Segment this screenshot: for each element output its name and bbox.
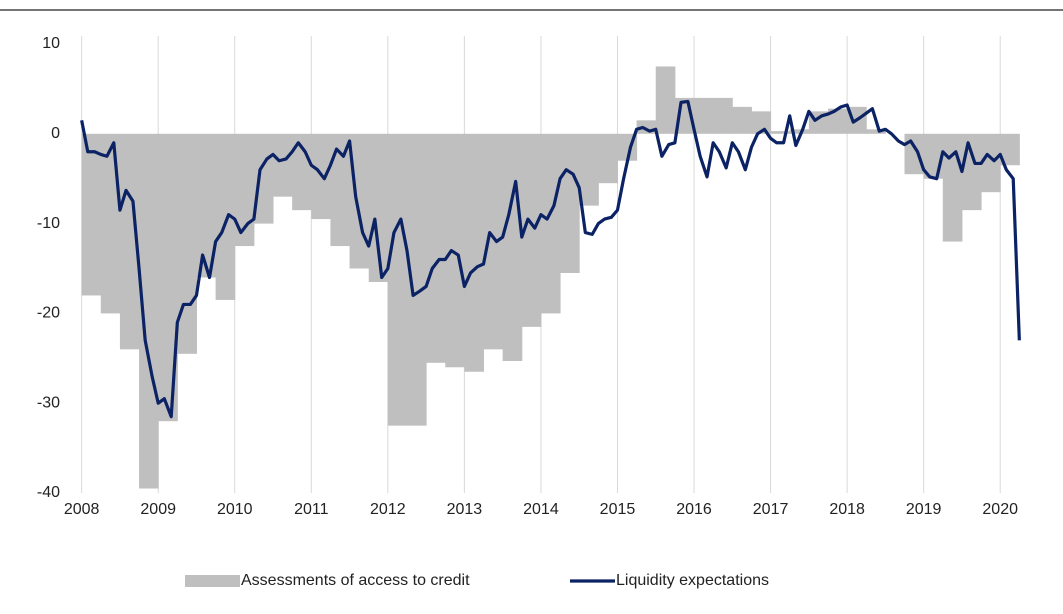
x-tick-label: 2008	[64, 501, 100, 518]
bar	[426, 133, 446, 363]
x-tick-label: 2020	[982, 501, 1018, 518]
bar	[81, 133, 102, 296]
bar	[368, 133, 389, 282]
bar	[502, 133, 523, 361]
bar	[579, 133, 599, 206]
x-tick-label: 2010	[217, 501, 253, 518]
legend-swatch	[185, 575, 240, 587]
bar	[119, 133, 140, 350]
bar	[981, 133, 1001, 193]
bar	[560, 133, 580, 273]
bar	[253, 133, 274, 224]
bar	[942, 133, 963, 242]
lines	[80, 99, 1021, 419]
line	[80, 99, 1021, 419]
bar	[732, 106, 752, 134]
y-tick-label: -30	[37, 394, 60, 411]
bar	[100, 133, 121, 314]
bar	[866, 129, 886, 134]
x-tick-label: 2014	[523, 501, 559, 518]
x-tick-label: 2016	[676, 501, 712, 518]
bar	[1000, 133, 1020, 166]
x-tick-label: 2019	[906, 501, 942, 518]
bar	[751, 111, 772, 134]
y-tick-label: 10	[42, 35, 60, 52]
y-tick-label: -20	[37, 305, 60, 322]
bar	[598, 133, 618, 184]
bar	[483, 133, 504, 350]
x-tick-label: 2009	[140, 501, 176, 518]
x-tick-label: 2012	[370, 501, 406, 518]
legend-label: Assessments of access to credit	[241, 572, 470, 589]
bar	[445, 133, 465, 368]
y-tick-label: 0	[51, 125, 60, 142]
bar	[158, 133, 178, 422]
bar	[789, 129, 810, 134]
y-tick-label: -10	[37, 215, 60, 232]
bar	[330, 133, 351, 247]
x-tick-label: 2015	[600, 501, 636, 518]
bar	[234, 133, 255, 247]
bar	[196, 133, 217, 278]
x-tick-label: 2013	[447, 501, 483, 518]
bar	[464, 133, 485, 372]
bar	[904, 133, 925, 175]
bar	[521, 133, 542, 327]
bar	[215, 133, 236, 300]
x-tick-label: 2018	[829, 501, 865, 518]
bar	[387, 133, 408, 426]
bar	[694, 97, 714, 134]
x-tick-label: 2011	[294, 501, 329, 518]
bar	[713, 97, 733, 134]
x-tick-label: 2017	[753, 501, 789, 518]
bar	[406, 133, 427, 426]
y-tick-label: -40	[37, 484, 60, 501]
bar	[139, 133, 159, 489]
bar	[655, 66, 676, 134]
bar	[177, 133, 197, 354]
bar	[540, 133, 561, 314]
legend-label: Liquidity expectations	[616, 572, 769, 589]
bar	[961, 133, 982, 211]
bar	[770, 131, 791, 134]
labels: -40 -30 -20 -10 0 10 2008 2009 2010 2011 2012 2013 2…	[37, 35, 1018, 589]
bar	[827, 108, 848, 134]
bar	[273, 133, 293, 197]
